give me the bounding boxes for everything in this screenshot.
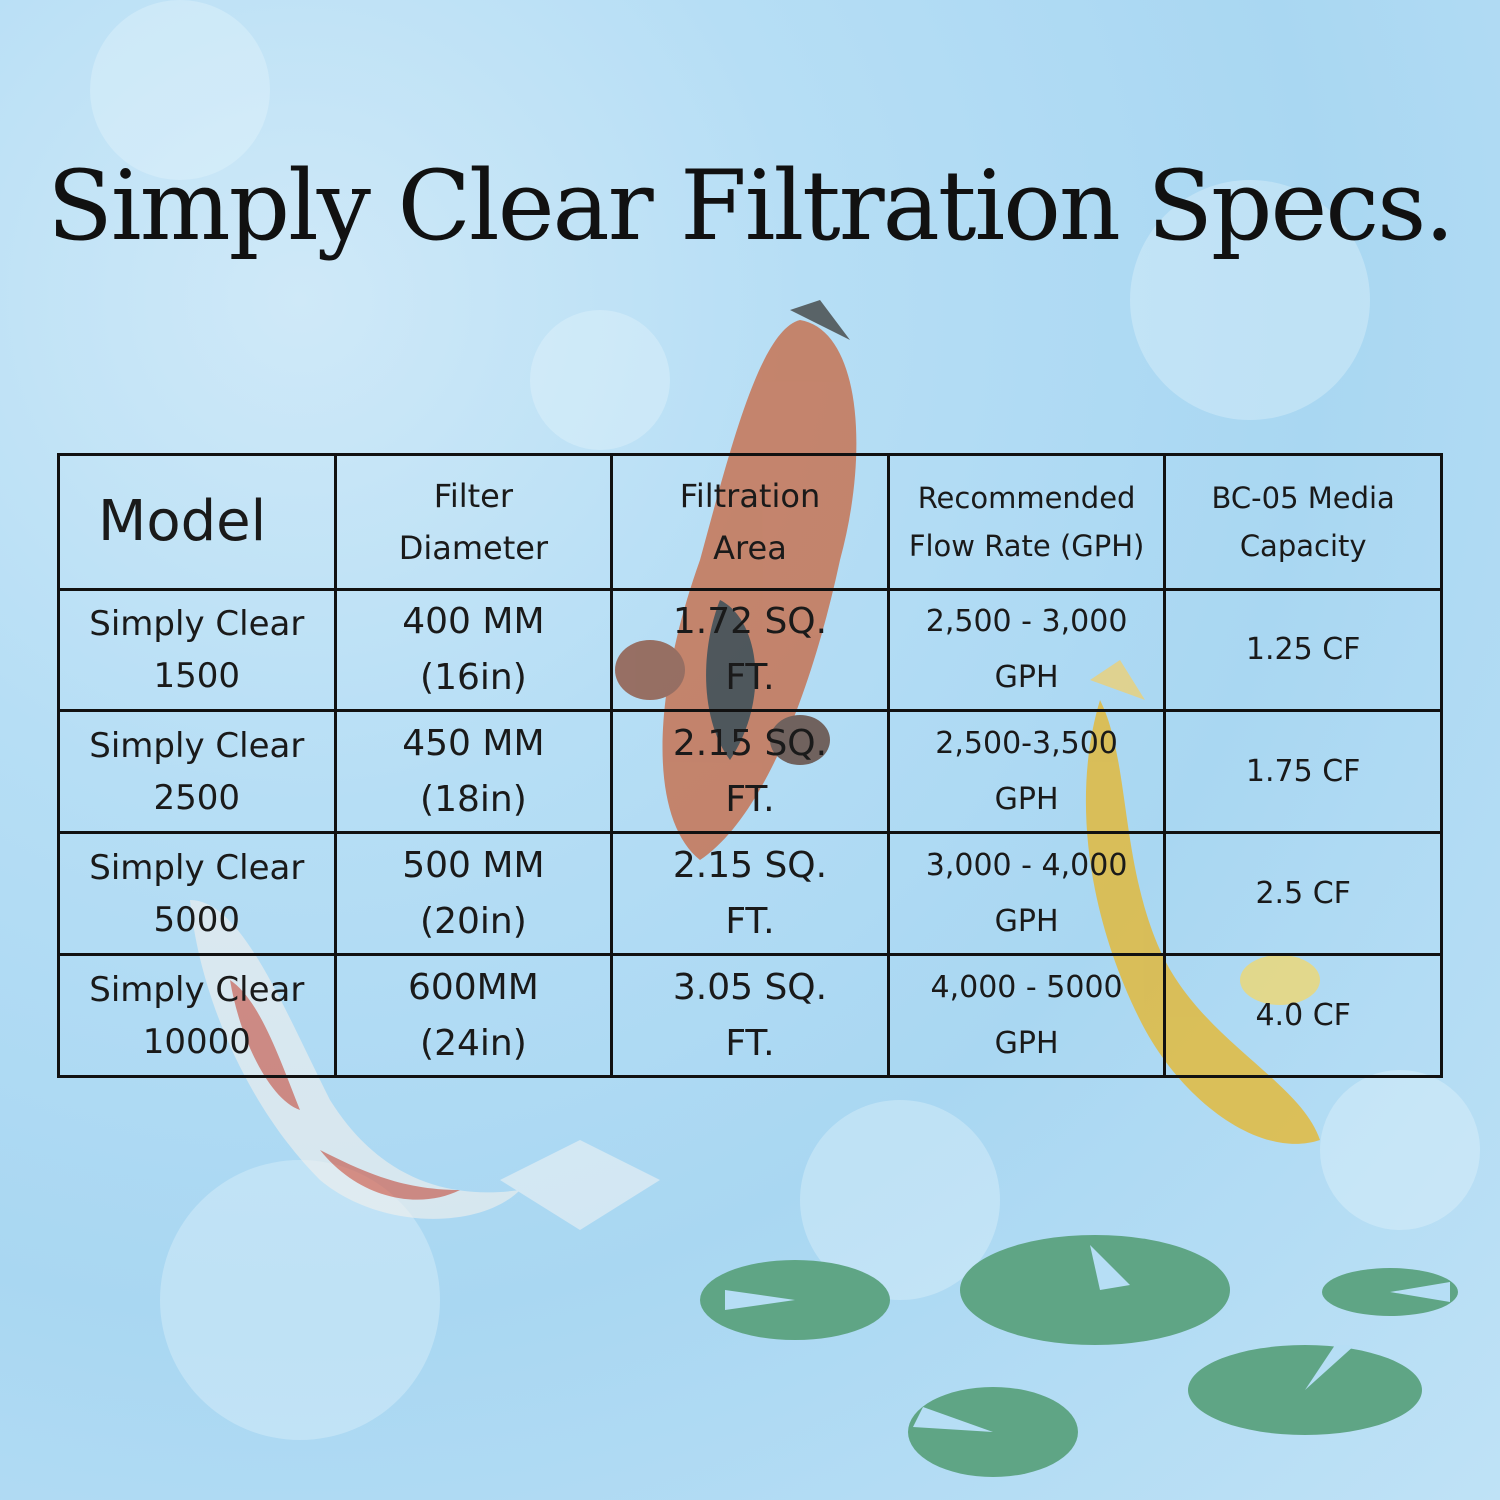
header-filter-diameter: Filter Diameter (333, 453, 614, 591)
flow-rate-cell: 2,500-3,500 GPH (886, 709, 1167, 835)
filtration-area-cell: 2.15 SQ. FT. (610, 709, 890, 835)
model-cell: Simply Clear 5000 (57, 831, 337, 957)
filtration-area-cell: 1.72 SQ. FT. (610, 587, 890, 713)
header-model: Model (57, 453, 337, 591)
header-flow-rate: Recommended Flow Rate (GPH) (886, 453, 1167, 591)
flow-rate-cell: 2,500 - 3,000 GPH (886, 587, 1167, 713)
filter-diameter-cell: 450 MM (18in) (333, 709, 614, 835)
header-filtration-area: Filtration Area (610, 453, 890, 591)
media-capacity-cell: 2.5 CF (1163, 831, 1443, 957)
filter-diameter-cell: 600MM (24in) (333, 953, 614, 1078)
lily-pads (700, 1234, 1458, 1477)
filtration-area-cell: 3.05 SQ. FT. (610, 953, 890, 1078)
model-cell: Simply Clear 1500 (57, 587, 337, 713)
table-row: Simply Clear 1500 400 MM (16in) 1.72 SQ. FT. 2… (57, 587, 1443, 713)
page-title: Simply Clear Filtration Specs. (47, 150, 1455, 262)
filter-diameter-cell: 400 MM (16in) (333, 587, 614, 713)
table-header-row: Model Filter Diameter Filtration Area Reco… (57, 453, 1443, 591)
media-capacity-cell: 1.75 CF (1163, 709, 1443, 835)
filtration-area-cell: 2.15 SQ. FT. (610, 831, 890, 957)
table-row: Simply Clear 2500 450 MM (18in) 2.15 SQ. FT. 2… (57, 709, 1443, 835)
table-row: Simply Clear 5000 500 MM (20in) 2.15 SQ. FT. 3… (57, 831, 1443, 957)
media-capacity-cell: 4.0 CF (1163, 953, 1443, 1078)
filter-diameter-cell: 500 MM (20in) (333, 831, 614, 957)
model-cell: Simply Clear 2500 (57, 709, 337, 835)
model-cell: Simply Clear 10000 (57, 953, 337, 1078)
table-row: Simply Clear 10000 600MM (24in) 3.05 SQ. FT. 4… (57, 953, 1443, 1078)
header-media-capacity: BC-05 Media Capacity (1163, 453, 1443, 591)
flow-rate-cell: 4,000 - 5000 GPH (886, 953, 1167, 1078)
media-capacity-cell: 1.25 CF (1163, 587, 1443, 713)
flow-rate-cell: 3,000 - 4,000 GPH (886, 831, 1167, 957)
specs-table: Model Filter Diameter Filtration Area Reco… (57, 453, 1443, 1078)
